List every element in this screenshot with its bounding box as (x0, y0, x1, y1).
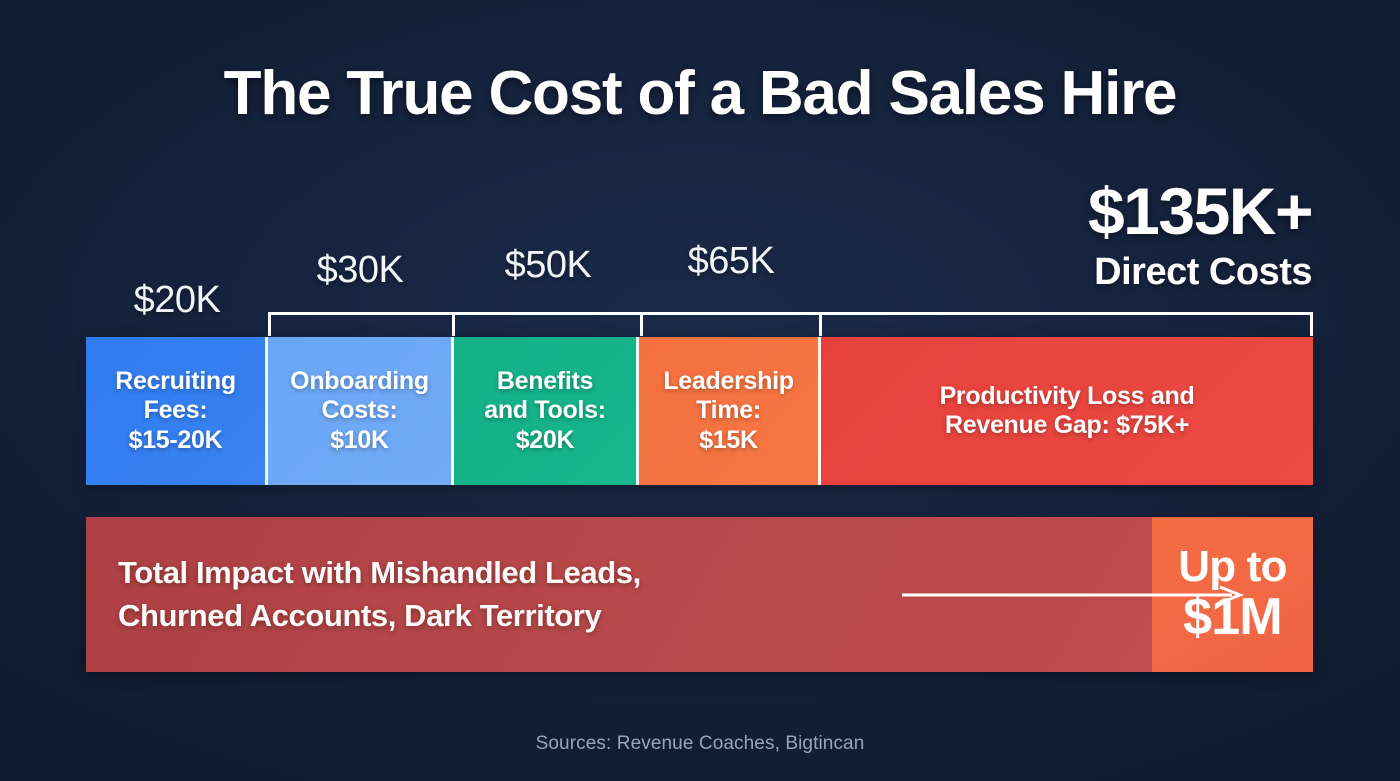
segment-line-2: and Tools: (484, 396, 606, 425)
impact-description: Total Impact with Mishandled Leads, Chur… (118, 552, 641, 638)
segment-line-1: Onboarding (290, 367, 429, 396)
segment-line-3: $10K (330, 425, 389, 454)
bracket-tick-4 (1310, 312, 1313, 336)
cost-breakdown-bar: Recruiting Fees: $15-20K Onboarding Costs: $1… (86, 337, 1313, 485)
segment-line-1: Productivity Loss and (939, 381, 1195, 410)
impact-line-2: Churned Accounts, Dark Territory (118, 597, 602, 633)
segment-line-3: $15-20K (128, 425, 223, 454)
segment-text-recruiting-fees: Recruiting Fees: $15-20K (115, 367, 236, 455)
segment-line-3: $20K (515, 425, 575, 454)
bracket-line (268, 312, 1313, 315)
segment-line-2: Costs: (321, 396, 398, 425)
segment-line-2: Fees: (143, 396, 208, 425)
sources-footer: Sources: Revenue Coaches, Bigtincan (535, 733, 865, 754)
segment-line-1: Leadership (663, 367, 794, 396)
cost-segment-recruiting-fees: Recruiting Fees: $15-20K (86, 337, 268, 485)
segment-line-2: Revenue Gap: $75K+ (944, 411, 1189, 439)
headline-label: Direct Costs (1094, 251, 1312, 293)
segment-text-onboarding-costs: Onboarding Costs: $10K (290, 367, 429, 455)
cumulative-bracket (268, 312, 1313, 336)
cumulative-label-0: $20K (133, 279, 221, 321)
cost-segment-benefits-and-tools: Benefits and Tools: $20K (454, 337, 639, 485)
arrow-right-icon (902, 585, 1245, 604)
cost-segment-leadership-time: Leadership Time: $15K (639, 337, 821, 485)
segment-text-benefits-and-tools: Benefits and Tools: $20K (484, 367, 606, 455)
bracket-tick-1 (452, 312, 455, 336)
total-impact-bar: Total Impact with Mishandled Leads, Chur… (86, 517, 1313, 672)
segment-text-productivity-loss: Productivity Loss and Revenue Gap: $75K+ (940, 382, 1195, 441)
cumulative-label-1: $30K (316, 249, 404, 291)
segment-line-3: $15K (699, 425, 758, 454)
bracket-tick-2 (640, 312, 643, 336)
headline-value: $135K+ (1087, 174, 1314, 248)
segment-text-leadership-time: Leadership Time: $15K (663, 367, 794, 455)
page-title: The True Cost of a Bad Sales Hire (223, 59, 1178, 128)
segment-line-1: Recruiting (115, 367, 236, 396)
headline-metric: $135K+ Direct Costs (1087, 174, 1314, 293)
cost-segment-onboarding-costs: Onboarding Costs: $10K (268, 337, 454, 485)
impact-main-panel: Total Impact with Mishandled Leads, Chur… (86, 517, 1245, 672)
segment-line-1: Benefits (496, 367, 594, 396)
cumulative-label-2: $50K (504, 244, 592, 286)
bracket-tick-0 (268, 312, 271, 336)
cost-segment-productivity-loss: Productivity Loss and Revenue Gap: $75K+ (821, 337, 1313, 485)
impact-line-1: Total Impact with Mishandled Leads, (118, 554, 641, 590)
callout-top-label: Up to (1178, 541, 1287, 591)
segment-line-2: Time: (696, 396, 761, 425)
cumulative-label-3: $65K (687, 240, 775, 282)
bracket-tick-3 (819, 312, 822, 336)
